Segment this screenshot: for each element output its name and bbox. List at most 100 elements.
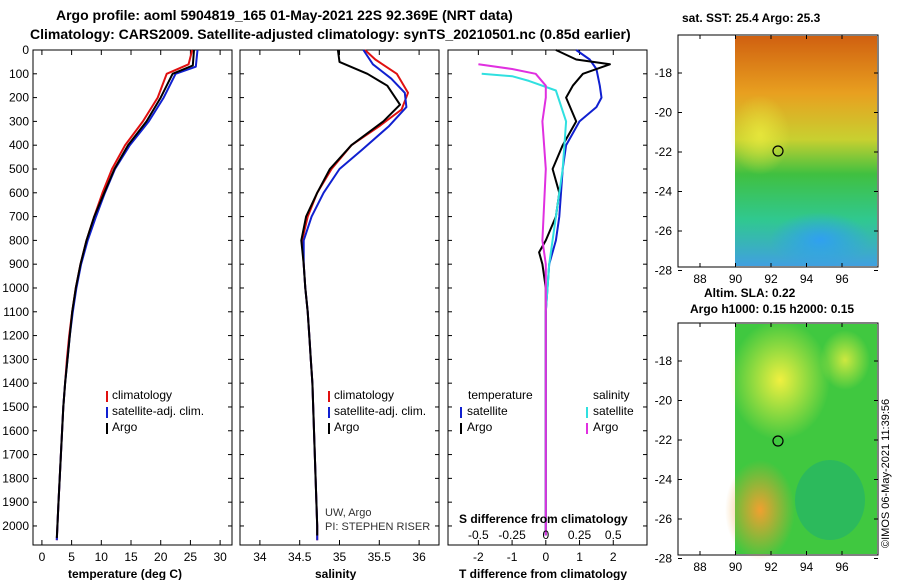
depth-tick-label: 1500 — [2, 400, 29, 414]
argo-location-marker — [772, 145, 784, 157]
map-lat-label: -22 — [655, 433, 673, 447]
x-tick-label: -1 — [507, 550, 518, 564]
x-tick-label: 0 — [542, 550, 549, 564]
series-line-temperature-argo — [538, 49, 611, 536]
depth-tick-label: 1900 — [2, 495, 29, 509]
depth-tick-label: 0 — [22, 43, 29, 57]
map-lat-label: -26 — [655, 224, 673, 238]
depth-tick-label: 600 — [9, 186, 29, 200]
legend-label-sal-argo: Argo — [593, 420, 619, 434]
sst-map-title: sat. SST: 25.4 Argo: 25.3 — [682, 11, 821, 25]
map-lon-label: 92 — [764, 560, 778, 574]
legend-label-sal-satellite: satellite — [593, 404, 634, 418]
s-difference-ticks: -0.5 -0.25 0 0.25 0.5 — [468, 528, 622, 542]
temperature-panel-frame — [32, 49, 233, 546]
map-lat-label: -22 — [655, 145, 673, 159]
x-tick-label: 0 — [39, 550, 46, 564]
depth-tick-label: 200 — [9, 91, 29, 105]
series-line-satellite-adj-clim- — [302, 49, 408, 541]
difference-panel-frame — [447, 49, 648, 546]
series-line-argo — [55, 49, 195, 538]
map-lat-label: -18 — [655, 66, 673, 80]
annotation-uw-argo: UW, Argo — [325, 507, 371, 519]
depth-tick-label: 100 — [9, 67, 29, 81]
sla-highest-patch — [725, 460, 795, 560]
s-tick-label: -0.25 — [498, 528, 526, 542]
argo-location-marker — [772, 435, 784, 447]
depth-tick-label: 1700 — [2, 448, 29, 462]
map-lon-label: 90 — [729, 272, 743, 286]
depth-tick-label: 300 — [9, 114, 29, 128]
x-tick-label: 5 — [68, 550, 75, 564]
map-lon-label: 96 — [835, 560, 849, 574]
series-line-temperature-satellite — [544, 49, 603, 536]
depth-tick-label: 1000 — [2, 281, 29, 295]
difference-plot: -2 -1 0 1 2 — [473, 49, 617, 564]
x-tick-label: 34.5 — [288, 550, 312, 564]
legend-label-climatology: climatology — [112, 388, 172, 402]
depth-tick-label: 800 — [9, 233, 29, 247]
depth-tick-label: 1200 — [2, 329, 29, 343]
map-lon-label: 92 — [764, 272, 778, 286]
depth-tick-label: 500 — [9, 162, 29, 176]
x-tick-label: 10 — [95, 550, 109, 564]
map-lat-label: -18 — [655, 354, 673, 368]
s-tick-label: 0.25 — [568, 528, 592, 542]
x-tick-label: 36 — [412, 550, 426, 564]
sla-map-title-2: Argo h1000: 0.15 h2000: 0.15 — [690, 302, 854, 316]
depth-tick-label: 400 — [9, 138, 29, 152]
map-lon-label: 88 — [693, 272, 707, 286]
legend-heading-salinity: salinity — [593, 388, 630, 402]
s-tick-label: 0 — [542, 528, 549, 542]
depth-tick-label: 1300 — [2, 352, 29, 366]
s-tick-label: -0.5 — [468, 528, 489, 542]
x-tick-label: 2 — [610, 550, 617, 564]
depth-tick-label: 1600 — [2, 424, 29, 438]
chart-title-line-2: Climatology: CARS2009. Satellite-adjuste… — [30, 26, 631, 42]
timestamp: ©IMOS 06-May-2021 11:39:56 — [880, 398, 892, 548]
legend-label-satellite: satellite-adj. clim. — [334, 404, 426, 418]
map-lat-label: -28 — [655, 264, 673, 278]
legend-label-argo: Argo — [334, 420, 360, 434]
x-tick-label: 34 — [253, 550, 267, 564]
sla-low-patch — [795, 460, 865, 540]
map-lat-label: -24 — [655, 473, 673, 487]
legend-label-satellite: satellite-adj. clim. — [112, 404, 204, 418]
s-difference-axis-label: S difference from climatology — [459, 512, 628, 526]
map-lon-label: 94 — [800, 560, 814, 574]
sla-map-title-1: Altim. SLA: 0.22 — [704, 286, 796, 300]
depth-tick-label: 900 — [9, 257, 29, 271]
x-tick-label: 20 — [154, 550, 168, 564]
salinity-axis-label: salinity — [315, 567, 357, 580]
temperature-legend: climatology satellite-adj. clim. Argo — [106, 388, 204, 434]
series-line-salinity-argo — [478, 63, 547, 536]
depth-tick-label: 2000 — [2, 519, 29, 533]
map-lon-label: 88 — [693, 560, 707, 574]
map-lat-label: -28 — [655, 552, 673, 566]
temperature-axis-label: temperature (deg C) — [68, 567, 182, 580]
salinity-panel-frame — [239, 49, 440, 546]
x-tick-label: -2 — [473, 550, 484, 564]
sst-map-axes: -18 -20 -22 -24 -26 -28 88 90 92 94 96 — [655, 35, 878, 286]
sla-high-patch-east — [820, 330, 870, 390]
x-tick-label: 35 — [333, 550, 347, 564]
temperature-plot: 0 5 10 15 20 25 30 — [39, 49, 227, 564]
sla-high-patch — [730, 320, 830, 440]
series-line-salinity-satellite — [481, 72, 568, 536]
series-line-satellite-adj-clim- — [55, 49, 199, 541]
legend-label-temp-satellite: satellite — [467, 404, 508, 418]
legend-label-temp-argo: Argo — [467, 420, 493, 434]
map-lon-label: 96 — [835, 272, 849, 286]
sst-map: sat. SST: 25.4 Argo: 25.3 -18 -20 -22 -24 -2… — [655, 11, 879, 286]
depth-tick-label: 700 — [9, 210, 29, 224]
map-lon-label: 94 — [800, 272, 814, 286]
difference-legend: temperature salinity satellite Argo sate… — [460, 388, 634, 434]
depth-axis: 0 100 200 300 400 500 600 700 800 900 1000 1100 1200… — [2, 43, 647, 533]
series-line-climatology — [55, 49, 194, 541]
x-tick-label: 35.5 — [368, 550, 392, 564]
x-tick-label: 15 — [124, 550, 138, 564]
sst-warm-patch — [730, 95, 790, 175]
t-difference-axis-label: T difference from climatology — [459, 567, 627, 580]
salinity-plot: 34 34.5 35 35.5 36 — [253, 49, 426, 564]
